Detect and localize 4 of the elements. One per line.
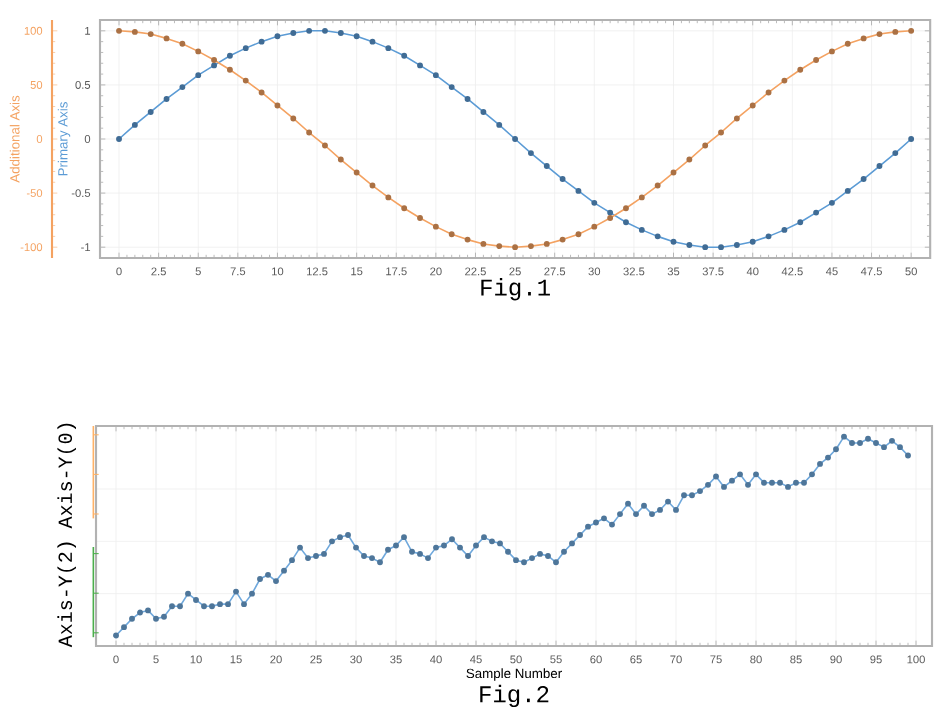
y2-axis-title: Axis-Y(0) [57,423,76,529]
y-axis-title: Axis-Y(2) [57,542,76,648]
text: Fig.1 [481,278,550,301]
text: Fig.2 [480,684,549,708]
